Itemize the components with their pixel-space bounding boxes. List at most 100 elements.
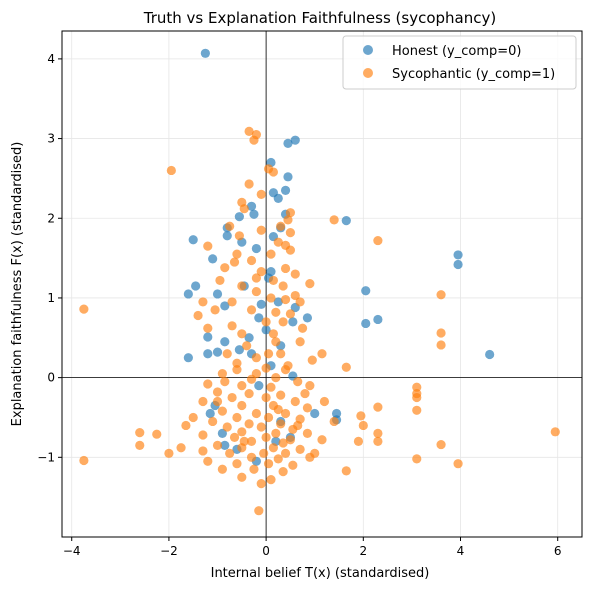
data-point — [453, 459, 463, 469]
data-point — [285, 208, 296, 218]
legend-label-honest: Honest (y_comp=0) — [392, 44, 522, 59]
data-point — [373, 314, 383, 325]
data-point — [210, 305, 220, 315]
data-point — [222, 231, 232, 241]
data-point — [198, 297, 208, 307]
data-point — [280, 185, 291, 195]
data-point — [358, 420, 368, 431]
data-point — [453, 259, 463, 270]
data-point — [329, 416, 339, 427]
data-point — [280, 263, 291, 274]
data-point — [251, 273, 261, 283]
data-point — [300, 388, 310, 399]
data-point — [237, 400, 247, 411]
legend: Honest (y_comp=0) Sycophantic (y_comp=1) — [342, 35, 577, 90]
data-point — [256, 422, 266, 432]
data-point — [268, 443, 279, 453]
data-point — [288, 460, 298, 470]
data-point — [203, 456, 213, 466]
data-point — [188, 412, 198, 423]
data-point — [244, 179, 254, 189]
y-axis-ticks: −1 0 1 2 3 4 — [37, 52, 62, 464]
data-point — [237, 380, 247, 391]
data-point — [278, 281, 288, 291]
data-point — [329, 215, 339, 225]
data-point — [266, 475, 276, 485]
data-point — [176, 443, 186, 453]
data-point — [254, 313, 264, 323]
data-point — [261, 392, 271, 403]
data-point — [436, 439, 446, 450]
legend-marker-honest — [363, 45, 373, 55]
data-point — [164, 448, 174, 458]
data-point — [293, 377, 303, 387]
data-point — [278, 317, 288, 327]
data-point — [227, 392, 237, 403]
data-point — [259, 448, 269, 458]
data-point — [254, 506, 264, 516]
data-point — [229, 432, 240, 442]
data-point — [237, 329, 247, 339]
data-point — [271, 337, 281, 347]
data-point — [256, 299, 266, 309]
data-point — [203, 241, 213, 251]
data-point — [436, 340, 446, 350]
data-point — [220, 301, 230, 311]
data-point — [212, 387, 223, 397]
data-point — [268, 329, 279, 339]
y-axis-label: Explanation faithfulness F(x) (standardi… — [10, 142, 25, 427]
data-point — [266, 249, 276, 259]
x-tick-label: 2 — [359, 544, 367, 558]
data-point — [331, 408, 342, 419]
data-point — [361, 286, 371, 296]
data-point — [453, 250, 463, 260]
data-point — [251, 369, 261, 379]
data-point — [263, 349, 274, 359]
data-point — [251, 243, 261, 254]
data-point — [246, 255, 257, 266]
data-point — [290, 396, 300, 407]
data-point — [302, 313, 313, 323]
data-point — [251, 353, 261, 363]
data-point — [246, 305, 257, 315]
data-point — [152, 429, 162, 439]
data-point — [212, 440, 223, 450]
data-point — [203, 349, 213, 359]
data-point — [256, 267, 266, 277]
data-point — [310, 408, 320, 419]
data-point — [436, 328, 446, 338]
data-point — [225, 448, 235, 458]
data-point — [246, 452, 257, 462]
data-point — [200, 48, 210, 58]
data-point — [261, 432, 271, 442]
data-point — [79, 455, 89, 466]
data-point — [285, 228, 296, 238]
data-point — [305, 380, 315, 391]
data-point — [295, 444, 305, 454]
data-point — [135, 428, 145, 438]
data-point — [212, 396, 223, 407]
data-point — [295, 337, 305, 347]
data-point — [232, 365, 242, 375]
data-point — [271, 307, 281, 317]
x-tick-label: 0 — [262, 544, 270, 558]
y-tick-label: 4 — [47, 52, 55, 66]
data-point — [225, 221, 235, 231]
data-point — [237, 427, 247, 437]
data-point — [319, 396, 330, 407]
plot-frame — [61, 30, 583, 538]
data-point — [412, 405, 422, 415]
data-point — [79, 304, 89, 314]
legend-label-sycophantic: Sycophantic (y_comp=1) — [392, 67, 555, 82]
data-point — [234, 212, 244, 222]
x-tick-label: −2 — [160, 544, 178, 558]
data-point — [373, 402, 383, 412]
data-point — [356, 411, 366, 421]
data-point — [237, 281, 247, 291]
data-point — [215, 275, 225, 286]
data-point — [485, 349, 495, 360]
data-point — [290, 269, 300, 279]
data-point — [183, 289, 193, 299]
data-point — [276, 390, 286, 400]
data-point — [353, 436, 364, 446]
